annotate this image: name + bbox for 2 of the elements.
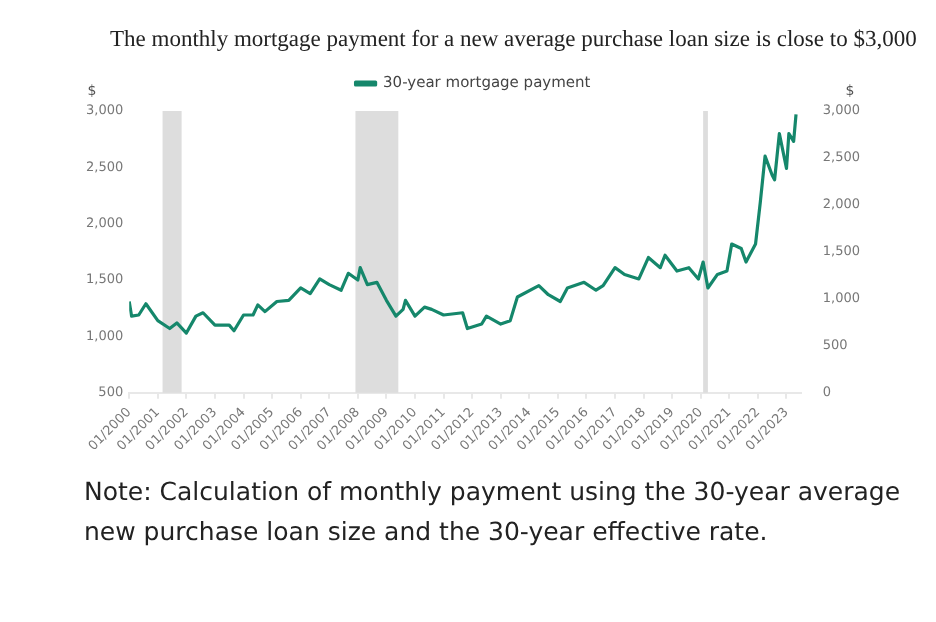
text: Note: Calculation of monthly payment using the 30-year average new purchase loan size and the 30-year effective rate. — [82, 474, 903, 550]
chart-title: The monthly mortgage payment for a new average purchase loan size is close to $3,000 — [108, 26, 919, 56]
